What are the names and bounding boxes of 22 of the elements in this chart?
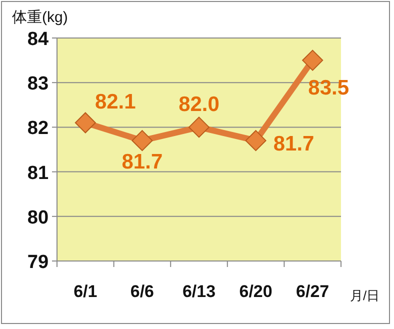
data-label: 82.0 bbox=[178, 93, 220, 116]
data-label: 82.1 bbox=[94, 90, 136, 114]
x-tick-label: 6/20 bbox=[239, 282, 272, 301]
point bbox=[188, 116, 210, 138]
data-label: 81.7 bbox=[273, 132, 314, 156]
x-axis-title: 月/日 bbox=[350, 288, 380, 303]
point bbox=[74, 112, 96, 134]
data-label: 81.7 bbox=[122, 150, 163, 174]
point bbox=[302, 50, 324, 71]
y-tick-label: 79 bbox=[27, 252, 49, 273]
y-tick-label: 84 bbox=[27, 29, 49, 50]
point bbox=[245, 130, 266, 152]
y-tick-label: 83 bbox=[27, 74, 49, 95]
y-axis-title: 体重(kg) bbox=[12, 9, 68, 26]
point bbox=[132, 130, 153, 152]
x-tick-label: 6/13 bbox=[182, 282, 216, 301]
y-tick-label: 81 bbox=[27, 162, 49, 184]
x-tick-label: 6/6 bbox=[130, 282, 154, 301]
x-tick-label: 6/27 bbox=[296, 282, 330, 301]
y-tick-label: 82 bbox=[27, 118, 49, 140]
x-tick-label: 6/1 bbox=[74, 282, 98, 301]
y-tick-label: 80 bbox=[27, 207, 49, 228]
